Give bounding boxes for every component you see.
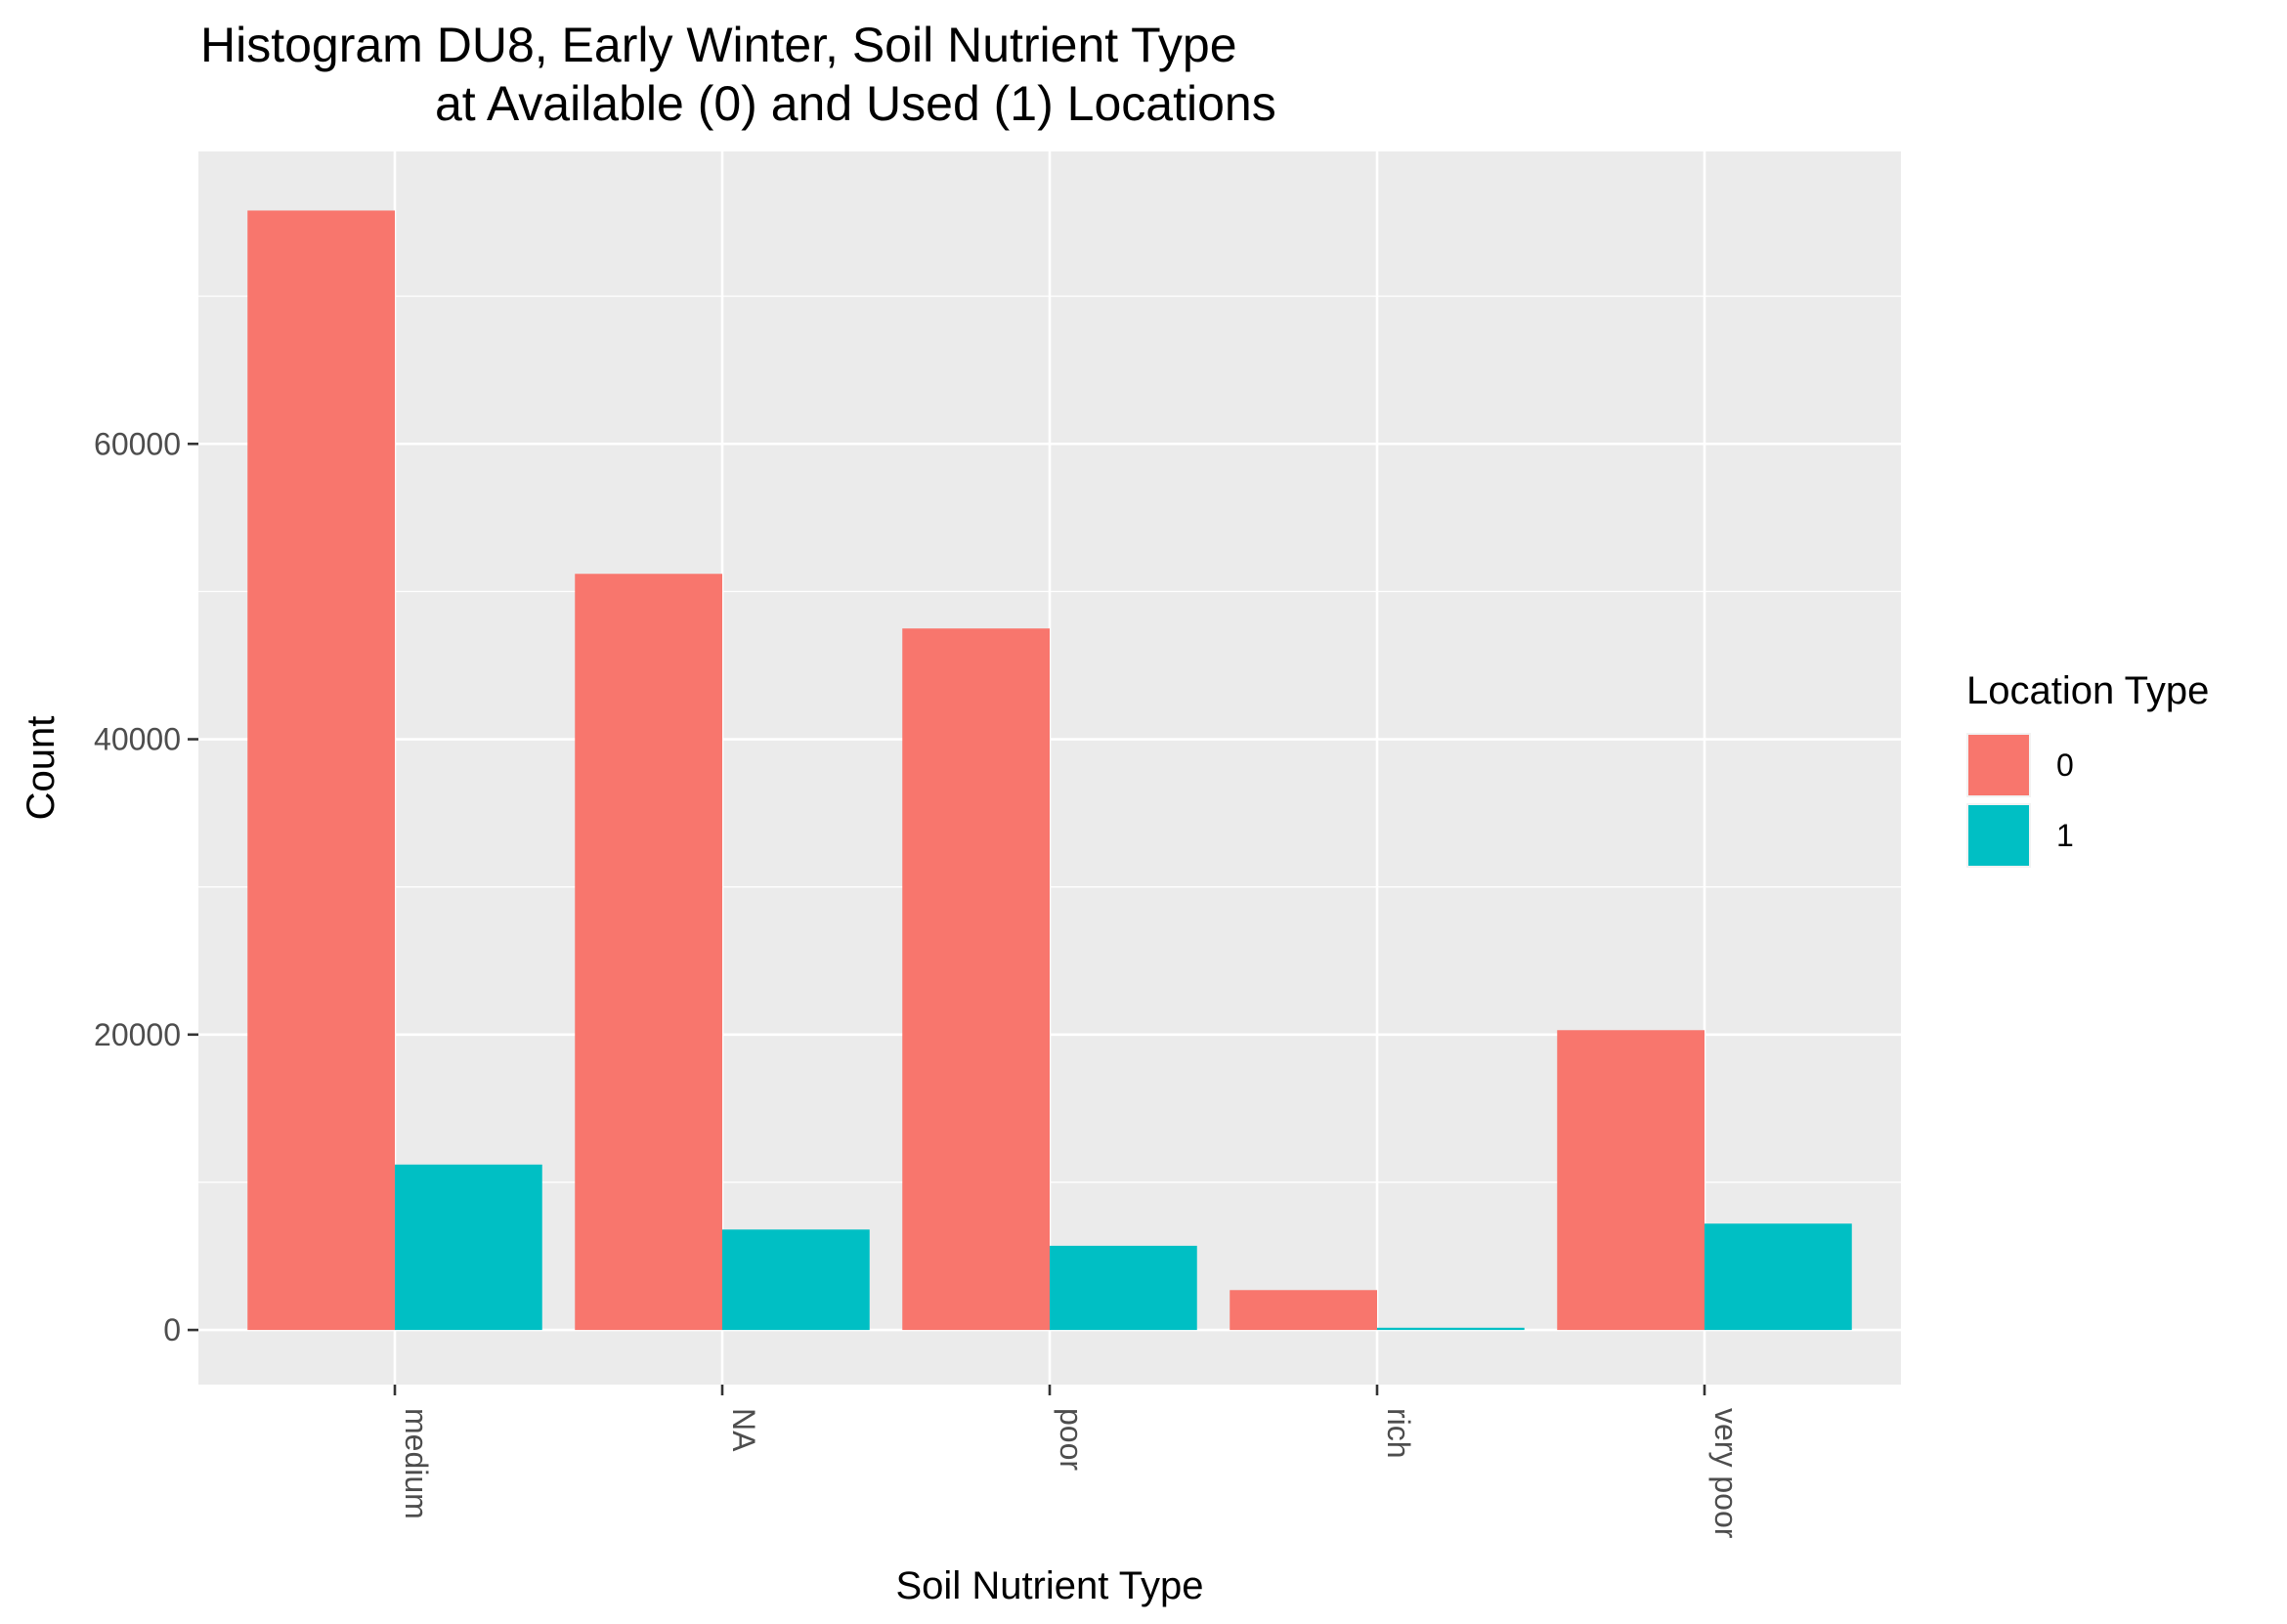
chart-title-line1: Histogram DU8, Early Winter, Soil Nutrie… xyxy=(200,18,1237,72)
x-tick-label: medium xyxy=(399,1408,434,1519)
y-tick-label: 0 xyxy=(163,1312,181,1347)
chart-title-line2: at Available (0) and Used (1) Locations xyxy=(435,76,1276,131)
x-tick-label: very poor xyxy=(1708,1408,1744,1539)
y-axis-title: Count xyxy=(20,716,63,821)
bars xyxy=(247,210,1852,1331)
legend-key-swatch xyxy=(1968,735,2029,795)
bar-very-poor-series-0 xyxy=(1557,1030,1704,1331)
y-axis: 0 20000 40000 60000 xyxy=(94,426,198,1347)
bar-medium-series-0 xyxy=(247,210,395,1331)
x-axis-title: Soil Nutrient Type xyxy=(896,1564,1204,1607)
bar-na-series-1 xyxy=(722,1229,870,1331)
y-tick-label: 20000 xyxy=(94,1017,181,1052)
x-tick-label: poor xyxy=(1054,1408,1089,1471)
bar-na-series-0 xyxy=(575,574,722,1331)
legend: Location Type 0 1 xyxy=(1966,669,2209,868)
x-axis: medium NA poor rich very poor xyxy=(393,1385,1744,1539)
bar-poor-series-1 xyxy=(1050,1245,1197,1331)
legend-title: Location Type xyxy=(1966,669,2209,712)
x-tick-label: rich xyxy=(1381,1408,1416,1459)
x-tick-label: NA xyxy=(726,1408,761,1452)
y-tick-label: 40000 xyxy=(94,722,181,757)
legend-key-swatch xyxy=(1968,805,2029,866)
bar-rich-series-0 xyxy=(1230,1290,1377,1331)
bar-very-poor-series-1 xyxy=(1704,1223,1852,1331)
legend-label: 1 xyxy=(2056,818,2074,853)
legend-label: 0 xyxy=(2056,748,2074,783)
bar-poor-series-0 xyxy=(902,628,1050,1331)
bar-rich-series-1 xyxy=(1377,1327,1525,1331)
bar-medium-series-1 xyxy=(395,1164,542,1331)
y-tick-label: 60000 xyxy=(94,426,181,461)
